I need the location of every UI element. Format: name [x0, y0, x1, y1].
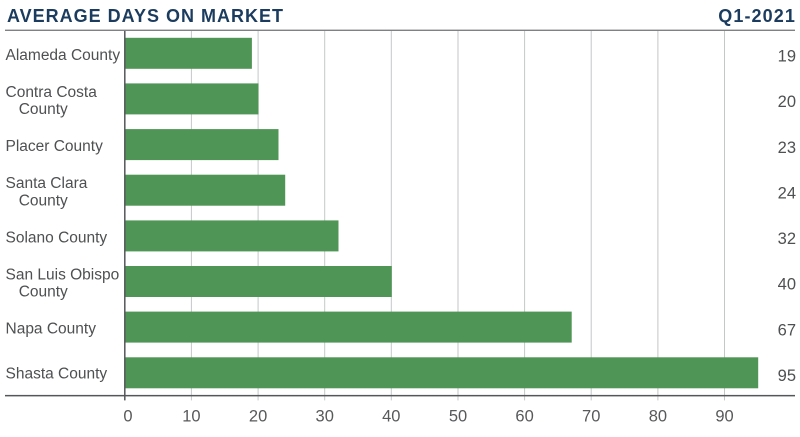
svg-text:30: 30: [316, 407, 334, 425]
svg-text:50: 50: [449, 407, 467, 425]
svg-text:County: County: [19, 284, 68, 301]
svg-text:67: 67: [778, 321, 796, 339]
svg-text:20: 20: [778, 93, 796, 111]
svg-text:80: 80: [649, 407, 667, 425]
svg-text:Napa County: Napa County: [6, 321, 97, 338]
svg-text:10: 10: [182, 407, 200, 425]
svg-text:0: 0: [123, 407, 132, 425]
svg-text:Santa Clara: Santa Clara: [6, 175, 88, 192]
svg-text:20: 20: [249, 407, 267, 425]
svg-text:Q1-2021: Q1-2021: [718, 6, 796, 26]
svg-text:23: 23: [778, 139, 796, 157]
svg-text:Contra Costa: Contra Costa: [6, 84, 98, 101]
svg-text:Alameda County: Alameda County: [6, 47, 121, 64]
svg-text:AVERAGE DAYS ON MARKET: AVERAGE DAYS ON MARKET: [7, 6, 284, 26]
svg-text:32: 32: [778, 230, 796, 248]
svg-text:Solano County: Solano County: [6, 229, 108, 246]
svg-text:95: 95: [778, 367, 796, 385]
svg-text:Placer County: Placer County: [6, 138, 104, 155]
svg-text:90: 90: [715, 407, 733, 425]
svg-text:24: 24: [778, 184, 796, 202]
svg-text:40: 40: [382, 407, 400, 425]
svg-text:19: 19: [778, 48, 796, 66]
svg-text:County: County: [19, 101, 68, 118]
svg-text:40: 40: [778, 276, 796, 294]
svg-text:70: 70: [582, 407, 600, 425]
svg-text:San Luis Obispo: San Luis Obispo: [6, 267, 120, 284]
svg-text:County: County: [19, 192, 68, 209]
svg-text:60: 60: [515, 407, 533, 425]
svg-text:Shasta County: Shasta County: [6, 366, 108, 383]
